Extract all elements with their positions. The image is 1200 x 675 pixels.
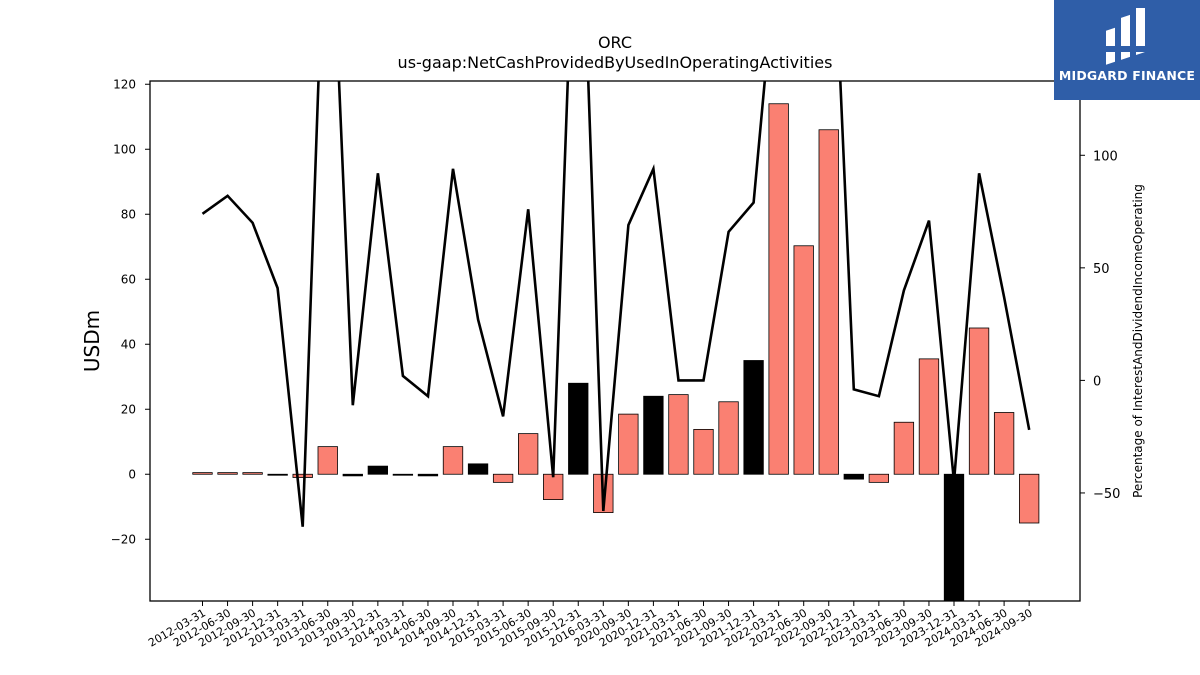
bar-2020-09-30 [618,413,639,475]
bar-2021-03-31 [668,394,689,475]
bar-2012-12-31 [267,473,288,476]
bar-2014-12-31 [467,463,489,475]
y-tick-label: 120 [113,77,136,91]
y-tick-label: 60 [121,272,136,286]
bar-2024-09-30 [1019,473,1040,524]
y-tick-label: 100 [113,142,136,156]
brand-logo: MIDGARD FINANCE [1054,0,1200,100]
bar-2022-06-30 [793,245,814,475]
y2-axis-label: Percentage of InterestAndDividendIncomeO… [1131,184,1145,498]
ratio-line [201,81,1031,527]
y-axis-right: −50 0 50 100 [1080,149,1120,502]
bar-2023-03-31 [868,473,889,483]
x-axis: 2012-03-312012-06-302012-09-302012-12-31… [146,601,1035,650]
bar-2015-09-30 [543,473,564,501]
bar-2022-09-30 [818,129,839,475]
bar-series [192,103,1040,601]
y-tick-label: 20 [121,402,136,416]
bar-2013-06-30 [317,446,338,475]
bar-2014-09-30 [442,446,464,475]
bar-2014-06-30 [417,473,439,477]
bar-2021-12-31 [743,360,764,475]
y-tick-label: 0 [128,467,136,481]
bar-2023-06-30 [893,421,915,475]
bar-2020-12-31 [643,395,664,475]
chart-title: ORC [598,33,632,52]
bar-2023-12-31 [943,473,965,601]
y2-tick-label: 100 [1093,149,1118,164]
bar-2012-09-30 [242,472,263,475]
line-series [201,81,1031,527]
y2-tick-label: 0 [1093,374,1101,389]
bar-2012-03-31 [192,472,213,475]
brand-name: MIDGARD FINANCE [1058,68,1196,83]
plot-frame [149,80,1081,602]
y-axis-label: USDm [80,310,104,372]
y-axis-left: −20 0 20 40 60 80 100 120 [111,77,150,546]
bar-2013-12-31 [367,465,389,475]
y2-tick-label: −50 [1093,487,1120,502]
bar-2015-06-30 [518,433,539,475]
chart-subtitle: us-gaap:NetCashProvidedByUsedInOperating… [398,53,833,72]
bar-2021-09-30 [718,401,739,475]
y-tick-label: 80 [121,207,136,221]
y2-tick-label: 50 [1093,262,1110,277]
bar-2013-03-31 [292,473,313,478]
y-tick-label: 40 [121,337,136,351]
y-tick-label: −20 [111,532,136,546]
bar-2022-12-31 [843,473,864,480]
bar-2024-06-30 [993,412,1015,475]
bar-2015-03-31 [492,473,514,483]
bar-2012-06-30 [217,472,238,475]
bar-2015-12-31 [568,382,589,475]
bar-2014-03-31 [392,473,414,476]
midgard-logo-icon [1102,8,1154,65]
bar-2021-06-30 [693,428,714,475]
bar-2023-09-30 [918,358,940,475]
bar-2013-09-30 [342,473,363,477]
bar-2022-03-31 [768,103,789,475]
bar-2024-03-31 [968,327,990,475]
